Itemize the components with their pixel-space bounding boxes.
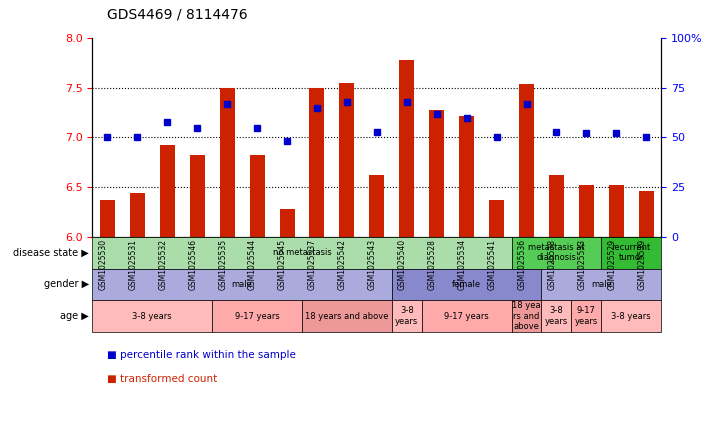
Text: GSM1025546: GSM1025546 [188,239,197,290]
Text: no metastasis: no metastasis [272,248,331,257]
Text: male: male [591,280,611,289]
Bar [549,175,564,237]
Text: 3-8 years: 3-8 years [611,312,651,321]
Bar [511,300,542,332]
Bar [572,300,602,332]
Text: GSM1025544: GSM1025544 [248,239,257,290]
Bar [92,237,511,269]
Text: GSM1025529: GSM1025529 [607,239,616,290]
Text: GSM1025541: GSM1025541 [488,239,496,290]
Text: GSM1025534: GSM1025534 [458,239,466,290]
Text: GSM1025537: GSM1025537 [308,239,317,290]
Bar [392,269,542,300]
Text: GSM1025536: GSM1025536 [518,239,527,290]
Text: GDS4469 / 8114476: GDS4469 / 8114476 [107,7,247,21]
Text: disease state ▶: disease state ▶ [13,248,89,258]
Bar [92,300,212,332]
Bar [429,110,444,237]
Bar [609,185,624,237]
Text: GSM1025531: GSM1025531 [128,239,137,290]
Text: GSM1025542: GSM1025542 [338,239,347,290]
Bar [279,209,294,237]
Text: GSM1025538: GSM1025538 [547,239,557,290]
Text: 9-17 years: 9-17 years [235,312,279,321]
Text: age ▶: age ▶ [60,311,89,321]
Text: 9-17
years: 9-17 years [574,307,598,326]
Text: GSM1025528: GSM1025528 [428,239,437,290]
Bar [130,193,145,237]
Bar [489,200,504,237]
Text: GSM1025532: GSM1025532 [159,239,167,290]
Bar [100,200,115,237]
Text: GSM1025543: GSM1025543 [368,239,377,290]
Bar [519,84,534,237]
Bar [92,269,392,300]
Text: gender ▶: gender ▶ [44,280,89,289]
Bar [220,88,235,237]
Bar [422,300,511,332]
Bar [212,300,302,332]
Bar [542,300,572,332]
Text: 3-8 years: 3-8 years [132,312,172,321]
Bar [602,237,661,269]
Text: 18 years and above: 18 years and above [305,312,389,321]
Bar [459,115,474,237]
Text: metastasis at
diagnosis: metastasis at diagnosis [528,243,584,262]
Text: ■ percentile rank within the sample: ■ percentile rank within the sample [107,350,296,360]
Text: recurrent
tumor: recurrent tumor [611,243,651,262]
Bar [302,300,392,332]
Bar [309,88,324,237]
Text: male: male [232,280,252,289]
Bar [542,269,661,300]
Text: GSM1025535: GSM1025535 [218,239,227,290]
Text: 3-8
years: 3-8 years [545,307,568,326]
Text: 9-17 years: 9-17 years [444,312,489,321]
Bar [250,155,264,237]
Bar [638,191,653,237]
Text: 18 yea
rs and
above: 18 yea rs and above [512,301,541,331]
Text: GSM1025530: GSM1025530 [98,239,107,290]
Text: GSM1025539: GSM1025539 [637,239,646,290]
Bar [392,300,422,332]
Bar [579,185,594,237]
Text: GSM1025545: GSM1025545 [278,239,287,290]
Text: ■ transformed count: ■ transformed count [107,374,217,384]
Bar [190,155,205,237]
Bar [369,175,385,237]
Text: female: female [452,280,481,289]
Text: 3-8
years: 3-8 years [395,307,418,326]
Bar [339,83,354,237]
Text: GSM1025540: GSM1025540 [397,239,407,290]
Bar [602,300,661,332]
Bar [400,60,415,237]
Bar [511,237,602,269]
Text: GSM1025533: GSM1025533 [577,239,587,290]
Bar [160,146,175,237]
